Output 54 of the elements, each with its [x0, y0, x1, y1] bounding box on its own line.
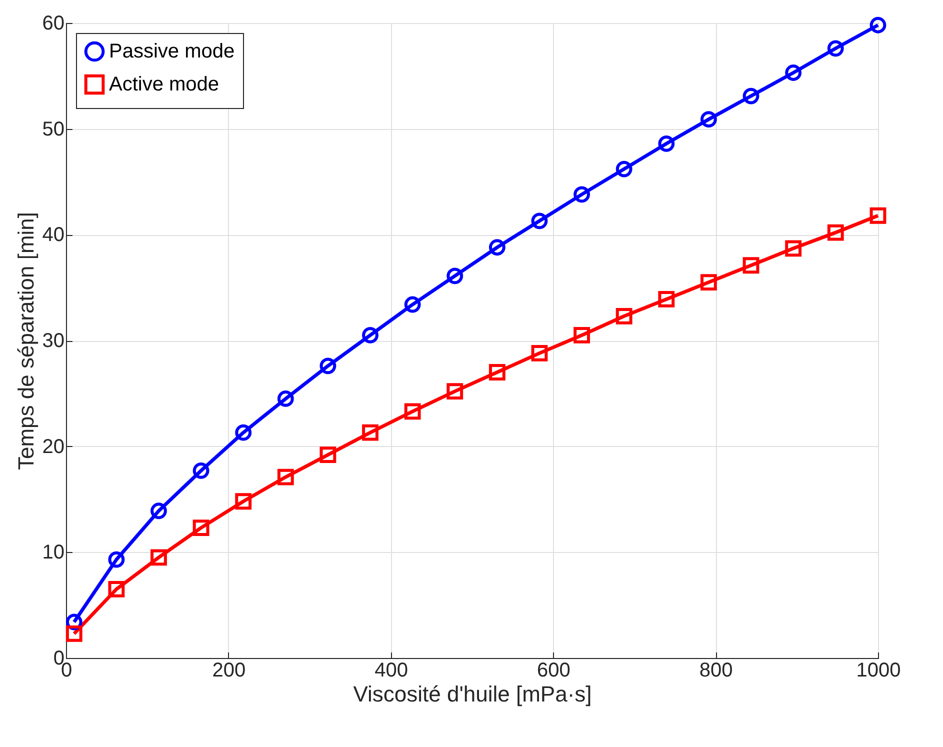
point: [616, 308, 632, 324]
y-tick-label: 30: [42, 330, 64, 352]
x-tick-label: 200: [212, 660, 246, 682]
point: [362, 327, 378, 344]
point: [658, 291, 675, 308]
point: [404, 296, 421, 313]
point: [150, 549, 167, 566]
point: [235, 424, 252, 441]
point: [658, 135, 675, 152]
point: [488, 239, 506, 256]
point: [235, 493, 252, 510]
point: [574, 327, 590, 344]
y-tick-label: 50: [42, 118, 64, 140]
y-tick-label: 40: [42, 224, 64, 246]
point: [785, 240, 802, 257]
x-axis-title: Viscosité d'huile [mPa·s]: [353, 682, 592, 706]
point: [150, 502, 167, 520]
y-tick-label: 60: [42, 12, 64, 34]
point: [827, 40, 844, 57]
point: [446, 268, 464, 284]
x-tick-label: 600: [537, 660, 570, 682]
point: [277, 390, 294, 407]
point: [700, 111, 717, 128]
point: [320, 358, 336, 374]
point: [870, 16, 886, 34]
point: [616, 160, 632, 178]
point: [742, 88, 760, 104]
y-tick-label: 20: [42, 436, 64, 458]
point: [446, 383, 464, 400]
point: [742, 257, 760, 274]
point: [192, 462, 210, 479]
point: [827, 224, 844, 241]
point: [66, 625, 82, 642]
legend-label: Passive mode: [109, 40, 235, 62]
point: [108, 581, 125, 598]
point: [404, 403, 421, 420]
point: [531, 212, 548, 230]
point: [362, 424, 378, 441]
point: [700, 274, 717, 290]
x-tick-label: 400: [374, 660, 408, 682]
y-tick-label: 10: [42, 542, 64, 564]
point: [320, 446, 336, 464]
x-tick-label: 800: [699, 660, 733, 682]
point: [108, 551, 125, 568]
point: [870, 207, 886, 224]
point: [488, 364, 506, 380]
point: [192, 520, 210, 536]
point: [277, 468, 294, 486]
point: [785, 64, 802, 81]
legend-label: Active mode: [109, 74, 220, 96]
x-tick-label: 1000: [856, 660, 901, 682]
point: [531, 344, 548, 362]
y-axis-title: Temps de séparation [min]: [13, 212, 38, 470]
point: [574, 186, 590, 203]
